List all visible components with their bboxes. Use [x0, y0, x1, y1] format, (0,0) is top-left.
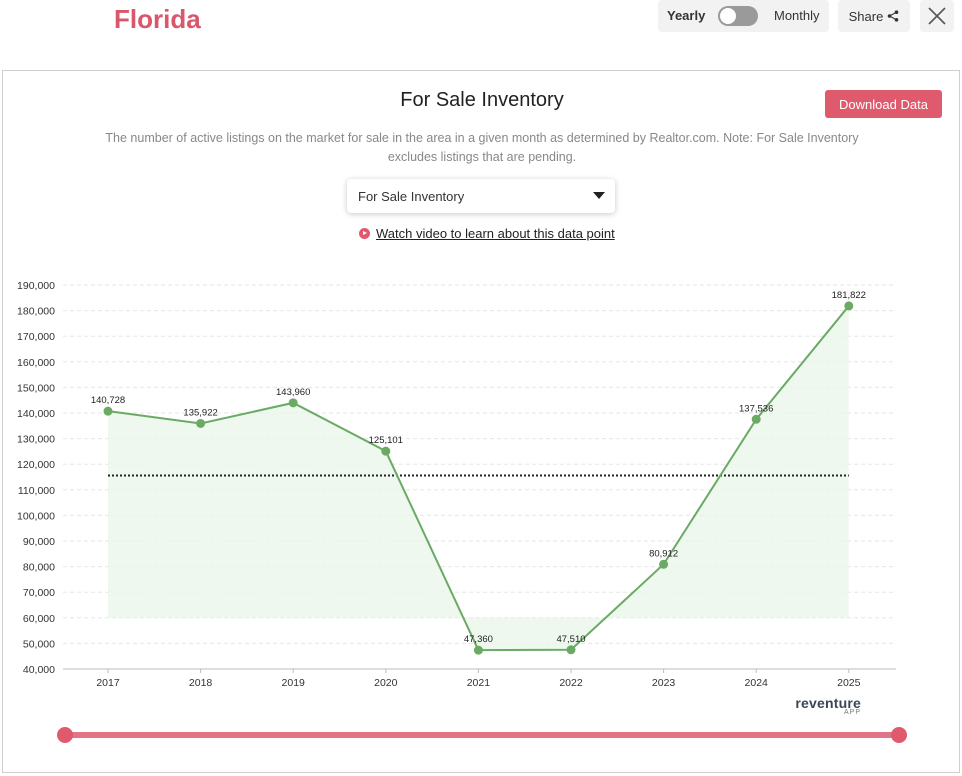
x-tick-label: 2020	[374, 677, 398, 689]
y-tick-label: 110,000	[18, 485, 55, 497]
data-label: 140,728	[91, 395, 125, 406]
y-tick-label: 100,000	[17, 510, 55, 522]
data-label: 47,360	[464, 634, 493, 645]
watch-video-link[interactable]: Watch video to learn about this data poi…	[359, 226, 615, 241]
data-label: 181,822	[832, 290, 866, 301]
share-label: Share	[848, 8, 884, 24]
slider-track[interactable]	[63, 732, 899, 738]
toggle-yearly-label[interactable]: Yearly	[667, 8, 706, 23]
download-data-button[interactable]: Download Data	[825, 90, 942, 118]
y-tick-label: 40,000	[23, 664, 55, 676]
toggle-monthly-label[interactable]: Monthly	[774, 8, 820, 23]
y-tick-label: 150,000	[17, 382, 55, 394]
data-point	[566, 645, 576, 655]
metric-dropdown[interactable]: For Sale Inventory	[347, 179, 615, 213]
data-label: 125,101	[369, 435, 403, 446]
share-button[interactable]: Share	[838, 0, 910, 32]
chart-description: The number of active listings on the mar…	[105, 131, 859, 164]
slider-handle-start[interactable]	[57, 727, 73, 743]
data-label: 137,536	[739, 403, 773, 414]
yearly-monthly-switch[interactable]	[718, 6, 758, 26]
data-point	[196, 418, 206, 428]
y-tick-label: 70,000	[23, 587, 55, 599]
y-tick-label: 120,000	[17, 459, 55, 471]
y-tick-label: 160,000	[17, 357, 55, 369]
y-tick-label: 170,000	[17, 331, 55, 343]
x-tick-label: 2019	[282, 677, 306, 689]
x-tick-label: 2021	[467, 677, 491, 689]
y-tick-label: 180,000	[17, 306, 55, 318]
data-point	[381, 446, 391, 456]
yearly-monthly-toggle-group: Yearly Monthly	[658, 0, 829, 32]
brand-sub: APP	[843, 709, 861, 716]
data-point	[844, 301, 854, 311]
x-tick-label: 2017	[96, 677, 120, 689]
watch-video-text: Watch video to learn about this data poi…	[376, 226, 615, 241]
share-icon	[888, 10, 899, 22]
x-tick-label: 2025	[837, 677, 861, 689]
data-point	[473, 645, 483, 655]
chart-title: For Sale Inventory	[400, 89, 564, 111]
switch-knob	[720, 8, 736, 24]
series-area-fill	[108, 305, 849, 651]
data-label: 47,510	[556, 634, 585, 645]
data-point	[659, 559, 669, 569]
y-tick-label: 80,000	[23, 562, 55, 574]
play-icon	[359, 228, 370, 239]
y-tick-label: 130,000	[17, 434, 55, 446]
y-tick-label: 190,000	[17, 280, 55, 292]
close-button[interactable]	[920, 0, 954, 32]
top-bar: Florida Yearly Monthly Share	[0, 0, 962, 60]
inventory-line-chart: 40,000 50,000 60,000 70,000 80,000 90,000 100,…	[17, 280, 896, 689]
caret-down-icon	[593, 192, 605, 199]
x-tick-label: 2023	[652, 677, 676, 689]
slider-handle-end[interactable]	[891, 727, 907, 743]
chart-card: For Sale Inventory Download Data The num…	[2, 70, 960, 773]
close-icon	[928, 7, 946, 25]
y-tick-label: 90,000	[23, 536, 55, 548]
data-point	[288, 398, 298, 408]
reventure-logo: reventure APP	[787, 695, 861, 716]
y-tick-label: 140,000	[17, 408, 55, 420]
y-tick-label: 50,000	[23, 638, 55, 650]
year-range-slider[interactable]	[57, 727, 907, 743]
x-tick-label: 2018	[189, 677, 213, 689]
data-point	[103, 406, 113, 416]
data-label: 135,922	[183, 407, 217, 418]
x-tick-label: 2024	[745, 677, 769, 689]
region-title: Florida	[114, 4, 201, 34]
brand-name: reventure	[795, 695, 861, 711]
y-tick-label: 60,000	[23, 613, 55, 625]
x-tick-label: 2022	[559, 677, 583, 689]
data-point	[751, 414, 761, 424]
metric-dropdown-value: For Sale Inventory	[358, 188, 465, 204]
data-label: 143,960	[276, 387, 310, 398]
data-label: 80,912	[649, 548, 678, 559]
